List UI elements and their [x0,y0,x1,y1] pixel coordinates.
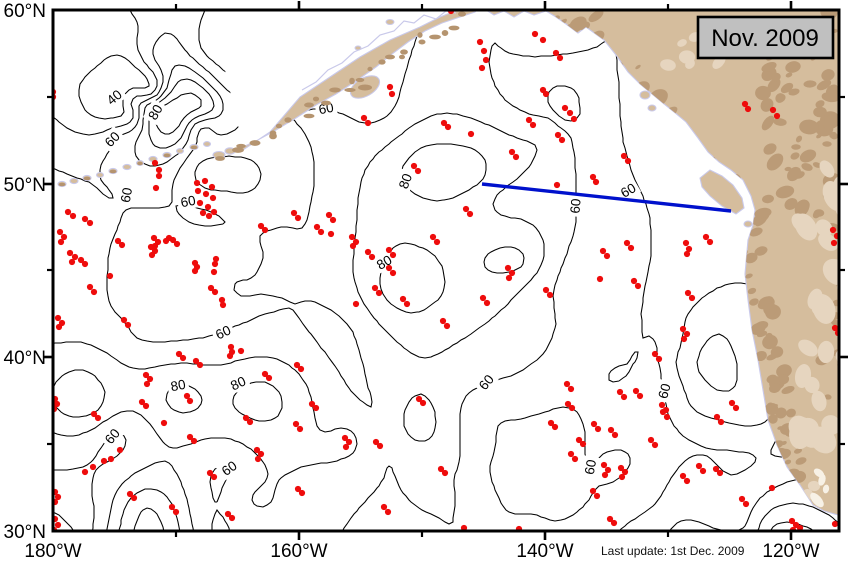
svg-text:120°W: 120°W [762,541,819,562]
svg-text:60: 60 [118,186,135,203]
svg-text:40°N: 40°N [4,348,46,369]
svg-text:140°W: 140°W [516,541,573,562]
svg-text:160°W: 160°W [270,541,327,562]
svg-text:60: 60 [219,458,240,479]
svg-text:60: 60 [618,180,639,201]
svg-text:50°N: 50°N [4,175,46,196]
svg-text:40: 40 [104,87,125,108]
svg-text:80: 80 [145,102,166,123]
svg-text:60: 60 [213,322,233,342]
svg-text:Nov. 2009: Nov. 2009 [711,25,819,52]
svg-text:60: 60 [567,198,583,214]
svg-text:30°N: 30°N [4,522,46,543]
svg-text:60: 60 [655,382,673,400]
svg-text:80: 80 [169,377,186,394]
svg-text:60: 60 [476,372,497,393]
svg-text:60°N: 60°N [4,1,46,22]
svg-text:80: 80 [228,373,248,393]
svg-text:180°W: 180°W [24,541,81,562]
svg-text:60: 60 [582,458,599,475]
svg-text:60: 60 [179,193,196,210]
svg-text:Last update: 1st Dec. 2009: Last update: 1st Dec. 2009 [601,544,745,558]
svg-text:80: 80 [396,172,415,191]
svg-text:60: 60 [102,426,123,447]
